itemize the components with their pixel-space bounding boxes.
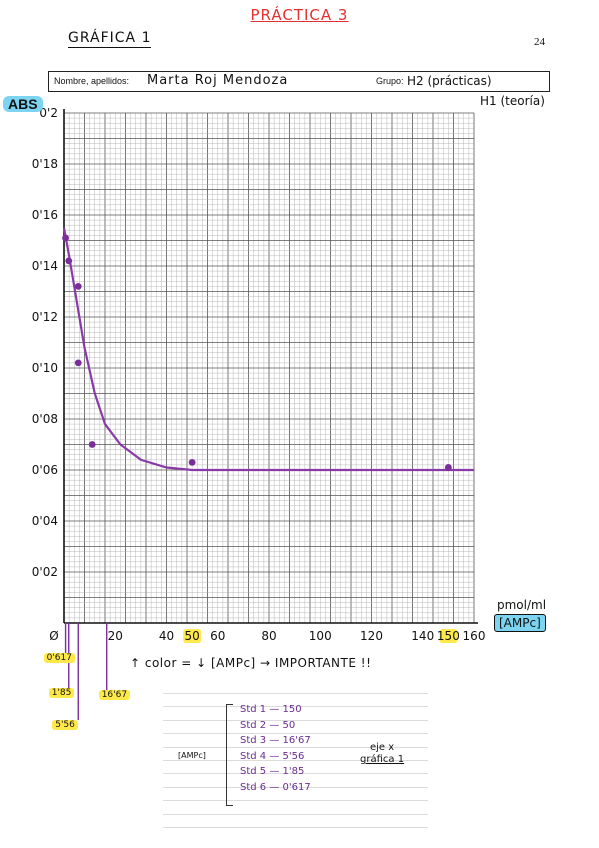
- notebook-line: [163, 733, 428, 735]
- data-point: [444, 464, 452, 471]
- y-tick-label: 0'14: [32, 259, 58, 273]
- data-point: [65, 257, 73, 265]
- below-axis-markers: [64, 623, 108, 720]
- y-tick-label: 0'12: [32, 310, 58, 324]
- notebook-line: [163, 693, 428, 694]
- data-points: [62, 234, 452, 471]
- data-point: [74, 359, 82, 367]
- y-tick-label: 0'04: [32, 514, 58, 528]
- x-tick-label: 50: [184, 629, 199, 643]
- standard-row: Std 6 — 0'617: [240, 782, 311, 793]
- axis-note-line1: eje x: [369, 742, 395, 753]
- standard-row: Std 1 — 150: [240, 704, 302, 715]
- standard-row: Std 3 — 16'67: [240, 735, 311, 747]
- x-tick-label: 140: [411, 629, 434, 643]
- tick-highlight: [439, 629, 458, 643]
- standard-row: Std 2 — 50: [240, 719, 296, 731]
- data-point: [88, 441, 96, 448]
- data-point: [188, 458, 196, 466]
- chart-axes: [63, 109, 478, 624]
- axis-note-line2: gráfica 1: [360, 754, 405, 765]
- below-axis-value-label: 0'617: [43, 653, 75, 663]
- group-label: Grupo:: [376, 76, 404, 86]
- group-value: H2 (prácticas): [407, 74, 492, 88]
- x-tick-label: 120: [360, 629, 383, 643]
- x-axis-label: [AMPc]: [494, 614, 546, 632]
- important-note: ↑ color = ↓ [AMPc] → IMPORTANTE !!: [130, 656, 372, 670]
- axis-note: eje x gráfica 1: [360, 742, 404, 766]
- name-label: Nombre, apellidos:: [54, 76, 130, 86]
- page-number: 24: [534, 36, 545, 48]
- graph-title: GRÁFICA 1: [68, 30, 152, 48]
- y-tick-label: 0'08: [32, 412, 58, 426]
- y-tick-label: 0'02: [32, 565, 58, 579]
- standard-row: Std 4 — 5'56: [240, 750, 305, 762]
- data-point: [62, 234, 69, 242]
- tick-highlight: [183, 629, 202, 643]
- x-tick-label: Ø: [49, 629, 58, 643]
- notebook-line: [163, 719, 428, 721]
- y-tick-label: 0'18: [32, 157, 58, 171]
- x-tick-label: 20: [108, 629, 123, 643]
- notebook-line: [163, 760, 428, 761]
- standard-row: Std 5 — 1'85: [240, 766, 305, 778]
- x-tick-labels: Ø 20 40 50 60 80 100 120 140 150 160: [49, 629, 485, 643]
- notebook-line: [163, 813, 428, 815]
- below-axis-value-label: 16'67: [98, 690, 131, 700]
- table-side-label: [AMPc]: [178, 751, 206, 760]
- notebook-line: [163, 786, 428, 788]
- notebook-line: [163, 800, 428, 802]
- table-bracket: [226, 704, 233, 806]
- chart-grid: [63, 112, 475, 624]
- below-axis-value-label: 5'56: [52, 720, 78, 730]
- x-tick-label: 100: [309, 629, 332, 643]
- data-point: [74, 283, 82, 290]
- name-box: Nombre, apellidos: Marta Roj Mendoza Gru…: [48, 71, 550, 92]
- y-tick-label: 0'10: [32, 361, 58, 375]
- notebook-lines: [163, 693, 428, 833]
- y-tick-label: 0'16: [32, 208, 58, 222]
- y-tick-labels: 0'02 0'04 0'06 0'08 0'10 0'12 0'14 0'16 0'18 0'2: [32, 106, 58, 579]
- y-tick-label: 0'06: [32, 463, 58, 477]
- y-tick-label: 0'2: [39, 106, 58, 120]
- fit-curve: [62, 227, 474, 472]
- x-axis-unit: pmol/ml: [497, 598, 547, 612]
- x-tick-label: 40: [159, 629, 174, 643]
- name-value: Marta Roj Mendoza: [147, 73, 289, 88]
- x-tick-label: 80: [261, 629, 276, 643]
- notebook-line: [163, 827, 428, 828]
- below-axis-value-label: 1'85: [48, 688, 75, 698]
- y-axis-label: ABS: [3, 96, 43, 112]
- theory-group-note: H1 (teoría): [480, 94, 545, 108]
- x-tick-label: 60: [210, 629, 225, 643]
- notebook-line: [163, 706, 428, 708]
- practice-title: PRÁCTICA 3: [250, 6, 349, 24]
- x-tick-label: 150: [437, 629, 460, 643]
- notebook-line: [163, 746, 428, 748]
- x-tick-label: 160: [463, 629, 486, 643]
- notebook-line: [163, 773, 428, 775]
